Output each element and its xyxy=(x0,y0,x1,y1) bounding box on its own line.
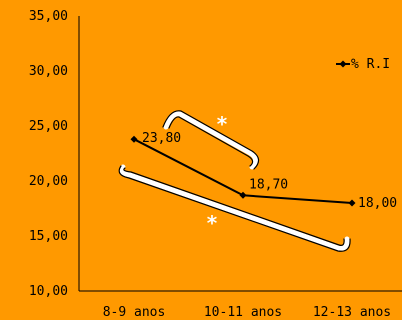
data-label: 23,80 xyxy=(142,131,181,146)
y-tick-label: 35,00 xyxy=(29,9,68,24)
bracket-8-9-vs-10-11 xyxy=(163,111,258,170)
x-tick-label: 8-9 anos xyxy=(103,305,166,320)
significance-asterisk: * xyxy=(207,211,218,235)
data-label: 18,70 xyxy=(249,177,288,192)
bracket-8-9-vs-12-13 xyxy=(119,164,350,251)
legend-label: % R.I xyxy=(351,57,390,72)
y-tick-label: 30,00 xyxy=(29,64,68,79)
bracket-outline-a-inner xyxy=(168,116,254,167)
x-tick-label: 10-11 anos xyxy=(204,305,282,320)
data-point-marker xyxy=(348,199,356,207)
significance-brackets-outline xyxy=(118,110,351,252)
significance-brackets xyxy=(119,111,350,251)
x-ticks: 8-9 anos 10-11 anos 12-13 anos xyxy=(103,305,391,320)
data-label: 18,00 xyxy=(358,196,397,211)
legend-marker xyxy=(339,60,347,68)
series-layer xyxy=(130,135,356,207)
y-tick-label: 15,00 xyxy=(29,229,68,244)
bracket-outline-b-outer xyxy=(118,165,351,252)
x-tick-label: 12-13 anos xyxy=(313,305,391,320)
y-tick-label: 25,00 xyxy=(29,119,68,134)
y-tick-label: 10,00 xyxy=(29,284,68,299)
bracket-outline-b-inner xyxy=(123,167,345,246)
bracket-outline-a-outer xyxy=(162,110,260,170)
data-point-marker xyxy=(239,191,247,199)
axes xyxy=(78,16,402,292)
data-point-marker xyxy=(130,135,138,143)
data-labels: 23,80 18,70 18,00 xyxy=(142,131,397,211)
legend: % R.I xyxy=(336,57,390,72)
y-ticks: 10,00 15,00 20,00 25,00 30,00 35,00 xyxy=(29,9,68,299)
significance-asterisk: * xyxy=(217,112,228,136)
y-tick-label: 20,00 xyxy=(29,174,68,189)
